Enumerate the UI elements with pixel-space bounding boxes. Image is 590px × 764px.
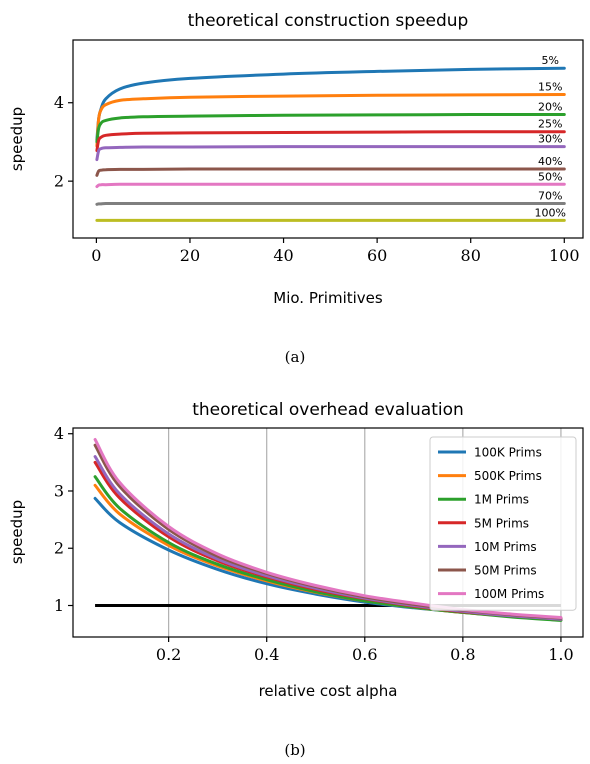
x-tick-label: 0.6 (352, 645, 377, 664)
x-tick-label: 80 (461, 246, 481, 265)
y-tick-label: 4 (54, 424, 64, 443)
series-label: 30% (538, 133, 562, 146)
x-tick-label: 40 (273, 246, 293, 265)
y-tick-label: 2 (54, 539, 64, 558)
y-tick-label: 1 (54, 596, 64, 615)
x-tick-label: 20 (180, 246, 200, 265)
series-line-25- (95, 130, 566, 153)
y-tick-label: 4 (54, 93, 64, 112)
chart-b-legend: 100K Prims 500K Prims 1M Prims 5M Prims 10M … (429, 436, 577, 611)
chart-a-frame (72, 39, 584, 239)
chart-b-caption: (b) (284, 741, 305, 759)
legend-label: 50M Prims (474, 564, 537, 578)
chart-a-plot-area: 0 20 40 60 80 100 2 4 5% 15% 20% 25% 30% 40% 50% 70% 100… (54, 54, 580, 265)
series-label: 15% (538, 80, 562, 93)
series-line-50- (95, 182, 566, 189)
series-label: 20% (538, 100, 562, 113)
legend-label: 1M Prims (474, 493, 529, 507)
y-tick-label: 3 (54, 481, 64, 500)
chart-b-plot-area: 0.2 0.4 0.6 0.8 1.0 1 2 3 4 (54, 424, 574, 664)
series-label: 25% (538, 118, 562, 131)
series-line-20- (95, 112, 566, 144)
chart-a-caption: (a) (285, 348, 306, 366)
legend-label: 10M Prims (474, 540, 537, 554)
y-tick-label: 2 (54, 172, 64, 191)
chart-a-xlabel: Mio. Primitives (273, 289, 383, 307)
x-tick-label: 0.4 (254, 645, 279, 664)
series-line-5- (95, 66, 566, 142)
x-tick-label: 100 (549, 246, 580, 265)
x-tick-label: 1.0 (548, 645, 573, 664)
x-tick-label: 0 (91, 246, 101, 265)
x-tick-label: 0.8 (450, 645, 475, 664)
series-label: 5% (542, 54, 559, 67)
series-line-70- (95, 201, 566, 206)
x-tick-label: 0.2 (156, 645, 181, 664)
chart-a: theoretical construction speedup 0 20 40 60… (8, 11, 584, 366)
chart-a-title: theoretical construction speedup (188, 11, 469, 31)
legend-label: 100K Prims (474, 446, 542, 460)
legend-label: 500K Prims (474, 469, 542, 483)
legend-box (429, 436, 577, 611)
chart-b-title: theoretical overhead evaluation (192, 400, 464, 420)
chart-b-ylabel: speedup (8, 500, 26, 564)
x-tick-label: 60 (367, 246, 387, 265)
chart-b: theoretical overhead evaluation 0.2 0.4 0.… (8, 400, 584, 759)
series-label: 70% (538, 189, 562, 202)
legend-label: 5M Prims (474, 516, 529, 530)
series-label: 50% (538, 170, 562, 183)
series-label: 40% (538, 155, 562, 168)
series-label: 100% (535, 206, 566, 219)
series-line-30- (95, 145, 566, 162)
chart-a-ylabel: speedup (8, 107, 26, 171)
legend-label: 100M Prims (474, 587, 544, 601)
chart-b-frame (72, 427, 584, 638)
series-line-15- (95, 93, 566, 148)
series-line-40- (95, 167, 566, 177)
chart-b-xlabel: relative cost alpha (259, 682, 398, 700)
series-line-100m-prims (93, 438, 563, 619)
